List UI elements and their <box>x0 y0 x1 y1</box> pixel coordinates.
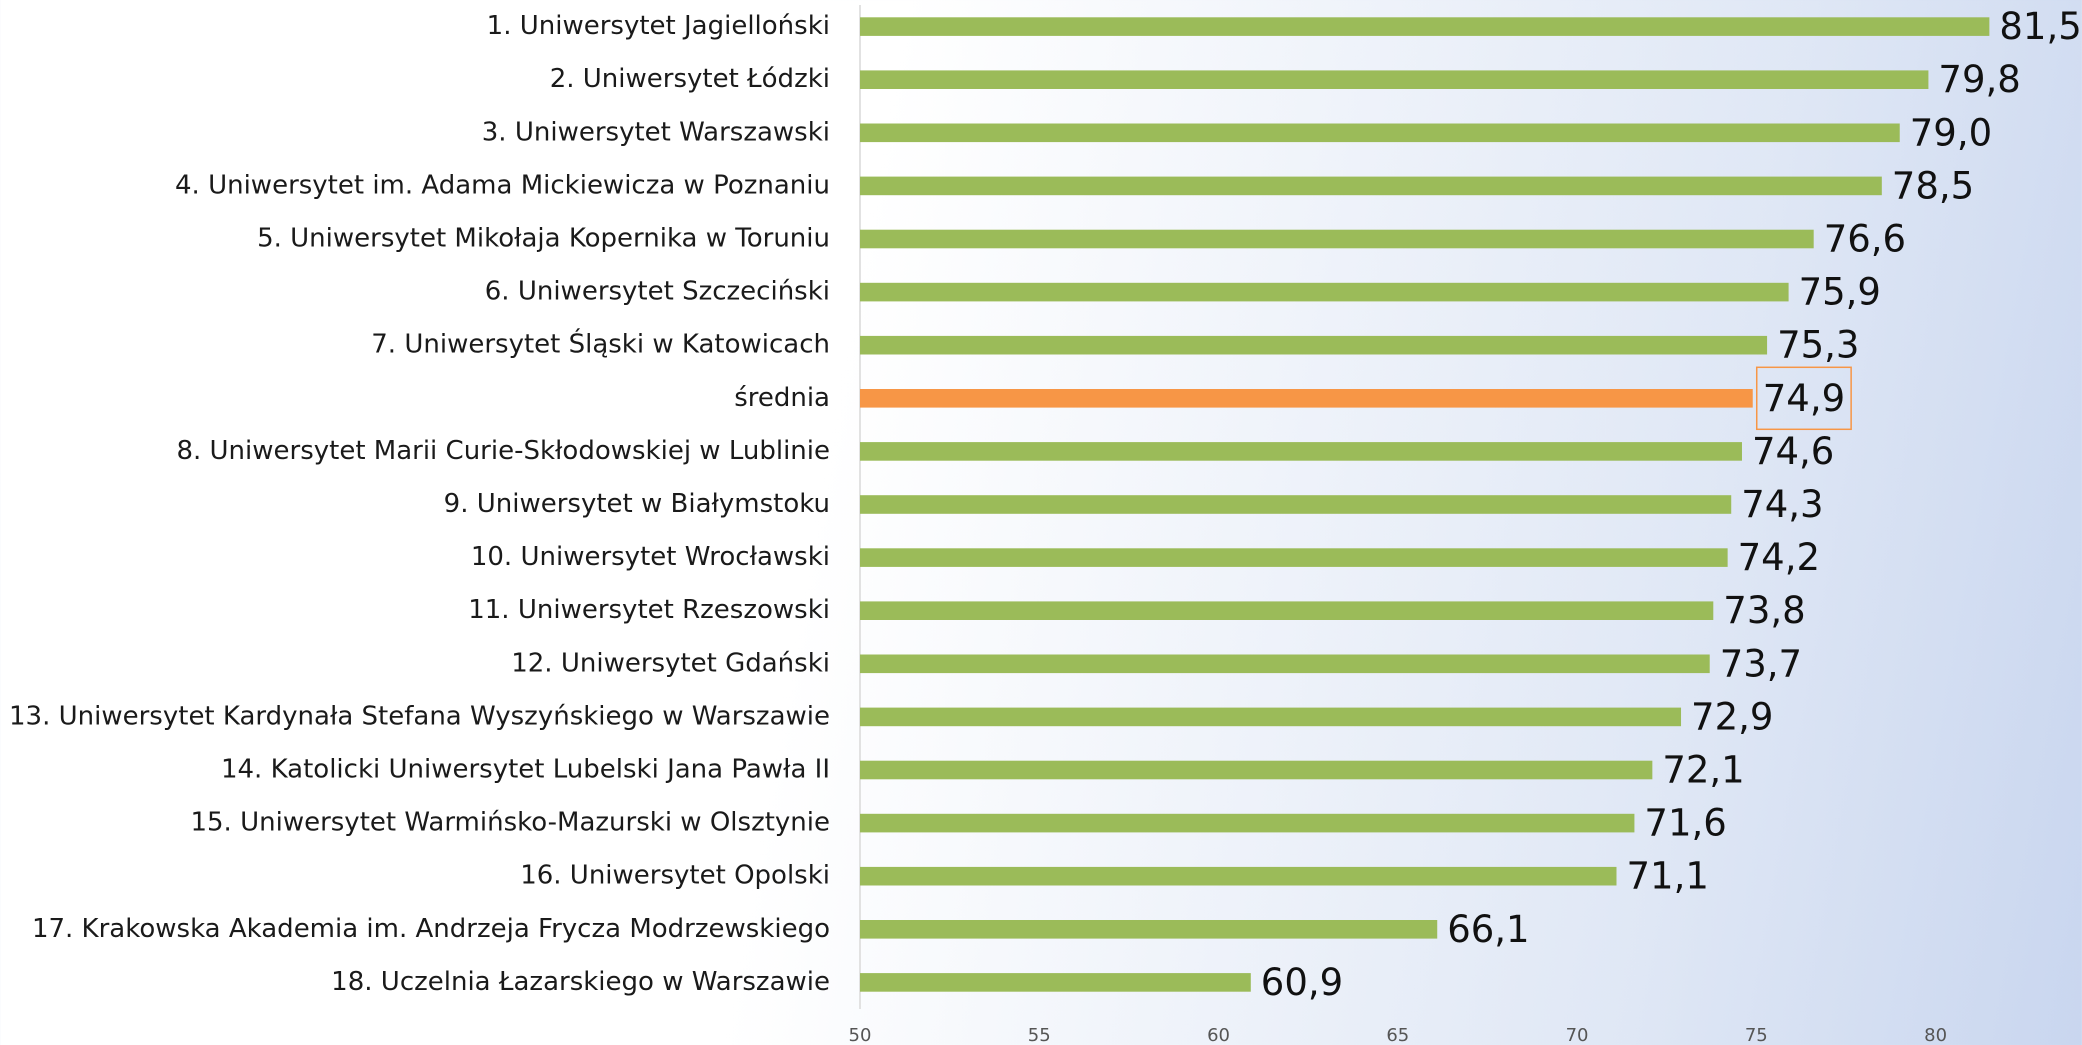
bar <box>860 973 1251 992</box>
bar <box>860 760 1653 780</box>
bar <box>860 389 1753 408</box>
value-label: 73,8 <box>1723 589 1805 632</box>
category-label: 14. Katolicki Uniwersytet Lubelski Jana … <box>221 755 830 785</box>
bar <box>860 282 1789 302</box>
value-label-box <box>1755 366 1852 431</box>
category-label: 5. Uniwersytet Mikołaja Kopernika w Toru… <box>257 224 830 254</box>
category-label: 7. Uniwersytet Śląski w Katowicach <box>371 328 830 360</box>
bar <box>860 654 1710 674</box>
category-label: 8. Uniwersytet Marii Curie-Skłodowskiej … <box>176 436 830 466</box>
value-label: 72,9 <box>1691 695 1773 738</box>
bar <box>860 920 1438 939</box>
value-label: 75,3 <box>1777 324 1859 367</box>
category-label: 3. Uniwersytet Warszawski <box>482 117 830 147</box>
category-label: 11. Uniwersytet Rzeszowski <box>468 595 830 625</box>
bar <box>860 335 1768 355</box>
value-label: 74,9 <box>1763 377 1845 420</box>
value-label: 72,1 <box>1662 749 1744 792</box>
category-label: 9. Uniwersytet w Białymstoku <box>444 489 830 519</box>
bar <box>860 866 1617 886</box>
value-label: 66,1 <box>1447 908 1529 951</box>
bar <box>860 813 1635 833</box>
bar <box>860 495 1732 514</box>
category-label: 6. Uniwersytet Szczeciński <box>485 277 830 307</box>
category-label: średnia <box>734 383 830 413</box>
bar <box>860 176 1882 196</box>
x-tick-label: 65 <box>1386 1025 1409 1045</box>
category-label: 16. Uniwersytet Opolski <box>520 861 830 891</box>
bar <box>860 123 1900 143</box>
x-tick-label: 55 <box>1028 1025 1051 1045</box>
bar <box>860 442 1742 461</box>
category-label: 2. Uniwersytet Łódzki <box>550 64 830 94</box>
bar <box>860 707 1682 727</box>
value-label: 81,5 <box>1999 5 2081 48</box>
bar <box>860 229 1814 249</box>
value-label: 75,9 <box>1799 271 1881 314</box>
bar <box>860 70 1929 89</box>
category-label: 1. Uniwersytet Jagielloński <box>487 11 830 41</box>
x-tick-label: 70 <box>1566 1025 1589 1045</box>
x-tick-label: 75 <box>1745 1025 1768 1045</box>
category-label: 15. Uniwersytet Warmińsko-Mazurski w Ols… <box>190 808 830 838</box>
bar <box>860 17 1990 36</box>
value-label: 71,1 <box>1626 855 1708 898</box>
category-label: 17. Krakowska Akademia im. Andrzeja Fryc… <box>32 914 830 944</box>
category-label: 4. Uniwersytet im. Adama Mickiewicza w P… <box>175 170 830 200</box>
bar <box>860 601 1714 620</box>
value-label: 78,5 <box>1892 164 1974 207</box>
value-label: 79,0 <box>1910 111 1992 154</box>
x-tick-label: 60 <box>1207 1025 1230 1045</box>
value-label: 71,6 <box>1644 802 1726 845</box>
value-label: 74,6 <box>1752 430 1834 473</box>
value-label: 73,7 <box>1720 642 1802 685</box>
value-label: 79,8 <box>1938 58 2020 101</box>
category-label: 10. Uniwersytet Wrocławski <box>471 542 830 572</box>
value-label: 74,3 <box>1741 483 1823 526</box>
category-label: 12. Uniwersytet Gdański <box>511 648 830 678</box>
bar <box>860 548 1728 567</box>
category-label: 13. Uniwersytet Kardynała Stefana Wyszyń… <box>9 701 830 731</box>
x-tick-label: 80 <box>1924 1025 1947 1045</box>
category-label: 18. Uczelnia Łazarskiego w Warszawie <box>331 967 830 997</box>
value-label: 60,9 <box>1261 961 1343 1004</box>
value-label: 74,2 <box>1738 536 1820 579</box>
x-tick-label: 50 <box>849 1025 872 1045</box>
value-label: 76,6 <box>1824 218 1906 261</box>
